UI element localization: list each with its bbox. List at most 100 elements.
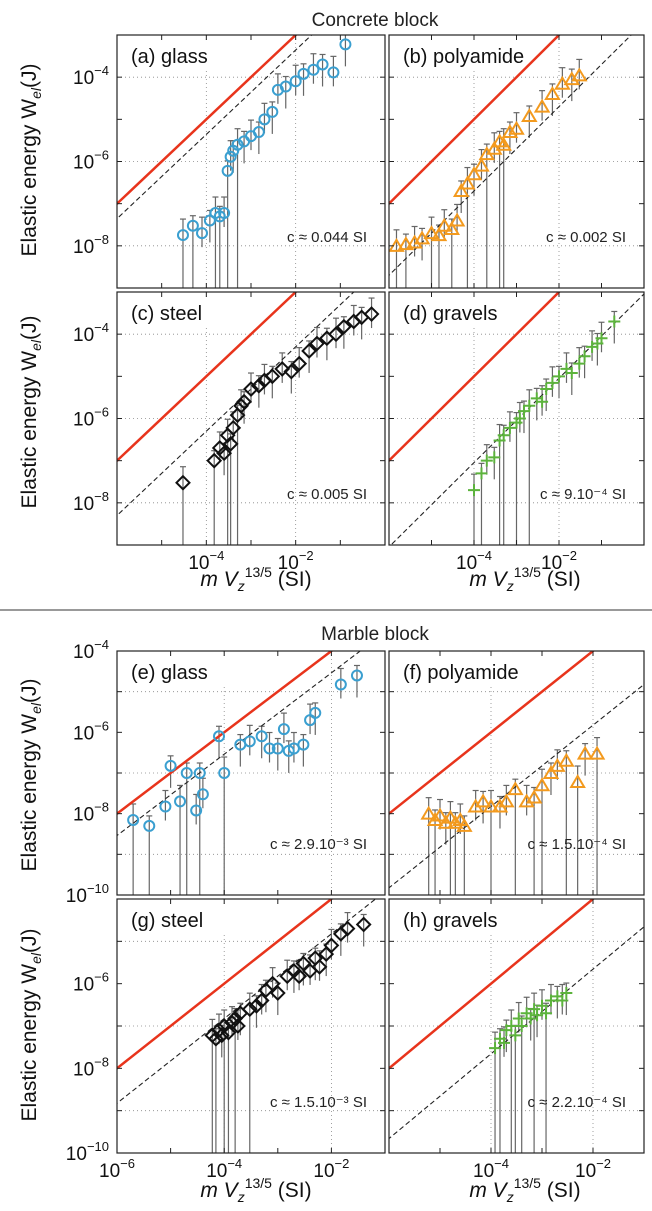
data-point — [307, 63, 320, 76]
data-point — [363, 306, 380, 322]
data-point — [339, 38, 352, 51]
x-tick-label: 10−2 — [313, 1156, 349, 1182]
data-point — [473, 157, 490, 172]
plot-area — [117, 35, 385, 288]
data-point — [271, 742, 284, 755]
data-point — [224, 150, 237, 163]
data-point — [517, 405, 530, 418]
panel-label: (e) glass — [131, 662, 208, 684]
coefficient-annotation: c ≈ 0.002 SI — [546, 229, 626, 246]
y-axis-label: Elastic energy Wel(J) — [18, 64, 44, 257]
data-point — [233, 397, 250, 414]
data-point — [542, 765, 560, 779]
data-point — [225, 419, 242, 436]
y-tick-label: 10−10 — [66, 881, 109, 907]
panel-label-backing — [395, 905, 505, 933]
plot-area — [389, 292, 644, 545]
panel-label-backing — [123, 657, 233, 685]
data-point — [264, 975, 281, 992]
data-point — [442, 809, 459, 824]
data-point — [431, 807, 449, 822]
section-title-marble: Marble block — [321, 624, 429, 645]
data-point — [540, 383, 553, 396]
data-point — [222, 435, 239, 452]
data-point — [127, 813, 140, 826]
data-point — [291, 355, 308, 372]
data-point — [518, 793, 535, 808]
y-tick-label: 10−8 — [73, 232, 109, 258]
data-point — [164, 759, 177, 772]
data-point — [497, 429, 510, 442]
data-point — [190, 804, 203, 817]
data-point — [175, 474, 191, 491]
data-point — [578, 350, 591, 363]
panel-label: (h) gravels — [403, 910, 497, 932]
data-point — [505, 1020, 518, 1032]
coefficient-annotation: c ≈ 1.5.10⁻³ SI — [270, 1094, 367, 1111]
data-point — [258, 113, 271, 126]
coefficient-annotation: c ≈ 2.2.10⁻⁴ SI — [528, 1094, 626, 1111]
y-tick-label: 10−10 — [66, 1139, 109, 1165]
y-tick-label: 10−8 — [73, 800, 109, 826]
y-tick-label: 10−6 — [73, 148, 109, 174]
coefficient-annotation: c ≈ 0.005 SI — [287, 486, 367, 503]
data-point — [186, 219, 199, 232]
panel-label-backing — [123, 41, 233, 69]
data-point — [250, 377, 267, 394]
data-point — [277, 723, 290, 736]
data-point — [501, 124, 519, 139]
data-point — [311, 958, 328, 975]
data-point — [420, 805, 437, 820]
data-point — [253, 992, 270, 1009]
data-point — [216, 1018, 233, 1034]
x-tick-label: 10−2 — [575, 1156, 611, 1182]
data-point — [475, 467, 488, 480]
data-point — [297, 67, 310, 80]
x-tick-label: 10−4 — [456, 548, 492, 574]
fit-line — [117, 292, 355, 517]
reference-line — [117, 35, 298, 206]
reference-line — [389, 292, 561, 463]
data-point — [495, 136, 512, 151]
data-point — [508, 120, 525, 135]
data-point — [524, 1012, 537, 1025]
fit-line — [117, 35, 313, 220]
data-point — [448, 212, 466, 227]
reference-line — [389, 35, 561, 206]
data-point — [193, 767, 206, 779]
data-point — [546, 376, 559, 389]
data-point — [531, 1009, 544, 1022]
data-point — [196, 788, 209, 801]
data-point — [248, 997, 265, 1014]
data-point — [565, 366, 578, 379]
fit-line — [389, 926, 644, 1140]
plot-area — [389, 899, 644, 1153]
data-point — [323, 937, 340, 954]
data-point — [608, 315, 621, 328]
x-axis-label-marble-right: m Vz13/5 (SI) — [469, 1175, 580, 1205]
data-point — [573, 357, 586, 370]
data-point — [536, 999, 548, 1012]
chart-panel: 10−10 10−8 10−6 10−4 (e) glass c ≈ 2.9.10⁻³ S… — [66, 637, 386, 907]
data-point — [465, 166, 483, 181]
section-title-concrete: Concrete block — [312, 10, 439, 31]
plot-area — [117, 292, 385, 545]
data-point — [266, 105, 279, 118]
data-point — [327, 66, 340, 79]
coefficient-annotation: c ≈ 2.9.10⁻³ SI — [270, 836, 367, 853]
data-point — [339, 920, 356, 937]
data-point — [436, 217, 453, 232]
chart-panel: 10−4 10−2 (h) gravels c ≈ 2.2.10⁻⁴ SI — [388, 898, 645, 1182]
plot-area — [117, 651, 385, 895]
data-point — [509, 1029, 522, 1042]
data-point — [489, 1042, 502, 1055]
data-point — [328, 326, 344, 343]
chart-panel: 10−4 10−2 (d) gravels c ≈ 9.10⁻⁴ SI — [388, 291, 645, 574]
data-point — [213, 1027, 230, 1044]
data-point — [480, 454, 493, 467]
data-point — [221, 164, 234, 177]
data-point — [309, 335, 325, 352]
data-point — [540, 1007, 553, 1020]
chart-panel: (b) polyamide c ≈ 0.002 SI — [388, 34, 645, 289]
